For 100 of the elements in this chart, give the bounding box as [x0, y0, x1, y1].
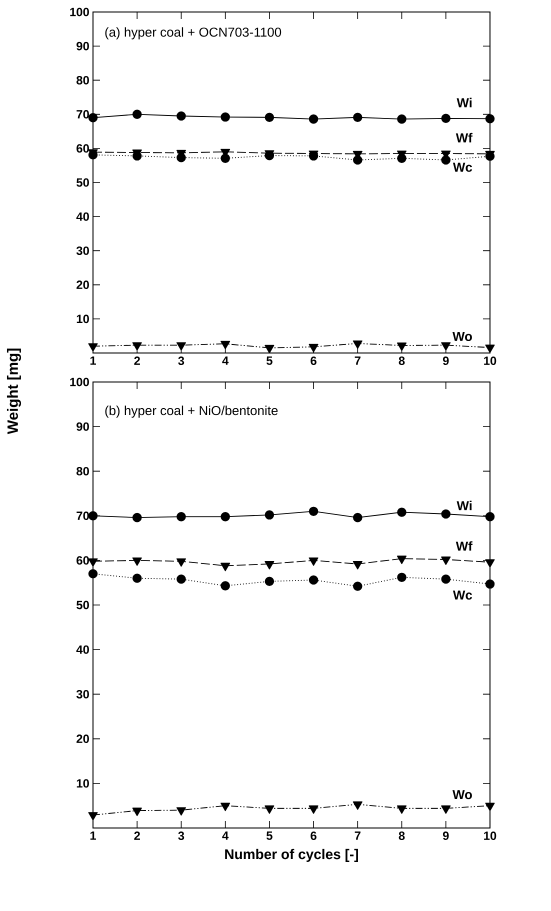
text: (a) hyper coal + OCN703-1100	[105, 27, 282, 40]
point	[220, 562, 230, 572]
y-tick-label: 80	[76, 466, 89, 476]
point	[264, 576, 274, 586]
point	[132, 574, 142, 583]
point	[176, 558, 186, 567]
x-tick-label: 1	[90, 356, 96, 365]
x-tick-label: 4	[222, 832, 229, 840]
point	[176, 512, 186, 522]
point	[308, 575, 318, 585]
point	[220, 112, 230, 122]
y-tick-label: 40	[76, 212, 89, 221]
x-tick-label: 10	[484, 832, 496, 840]
x-tick-label: 10	[484, 356, 496, 366]
y-tick-label: 20	[76, 734, 89, 744]
point	[264, 805, 274, 814]
point	[176, 152, 186, 162]
y-tick-label: 70	[76, 512, 89, 520]
x-axis-title: Number of cycles [-]	[225, 848, 358, 862]
point	[176, 574, 186, 584]
point	[485, 512, 495, 522]
point	[397, 154, 406, 163]
point	[441, 155, 451, 165]
x-tick-label: 5	[266, 356, 272, 365]
y-tick-label: 100	[70, 378, 89, 386]
y-tick-label: 20	[76, 280, 89, 290]
point	[352, 340, 362, 349]
point	[353, 155, 362, 165]
point	[353, 582, 362, 591]
series-label: Wf	[456, 541, 472, 551]
point	[396, 556, 407, 564]
point	[264, 112, 274, 122]
series-label: Wc	[452, 590, 472, 600]
point	[220, 512, 230, 522]
y-tick-label: 100	[70, 8, 89, 16]
y-axis-title: Weight [mg]	[6, 348, 22, 434]
point	[308, 114, 318, 124]
y-tick-label: 90	[76, 42, 89, 50]
point	[176, 111, 186, 121]
y-tick-label: 40	[76, 645, 89, 654]
point	[220, 802, 230, 812]
point	[264, 344, 274, 354]
y-tick-label: 90	[76, 422, 89, 431]
point	[353, 512, 362, 522]
point	[88, 511, 98, 520]
point	[485, 559, 495, 568]
point	[176, 342, 186, 351]
point	[220, 340, 230, 350]
point	[397, 572, 406, 582]
x-tick-label: 6	[310, 832, 316, 840]
series-label: Wo	[452, 790, 472, 800]
x-tick-label: 8	[398, 356, 405, 366]
y-tick-label: 50	[76, 600, 89, 610]
y-tick-label: 30	[76, 246, 89, 255]
y-tick-label: 10	[76, 779, 89, 788]
point	[485, 802, 495, 812]
point	[485, 579, 495, 589]
point	[176, 807, 186, 816]
y-tick-label: 10	[76, 314, 89, 324]
point	[220, 581, 230, 590]
point	[88, 812, 98, 821]
point	[441, 805, 451, 814]
x-tick-label: 9	[442, 832, 449, 840]
series-label: Wf	[456, 132, 472, 142]
point	[485, 114, 495, 124]
point	[132, 557, 142, 566]
y-tick-label: 50	[76, 178, 89, 187]
x-tick-label: 2	[134, 356, 140, 365]
point	[441, 342, 451, 351]
point	[308, 344, 318, 352]
point	[352, 561, 362, 570]
x-tick-label: 2	[134, 832, 140, 840]
x-tick-label: 3	[178, 356, 184, 366]
point	[88, 569, 98, 578]
point	[88, 558, 98, 567]
point	[485, 344, 495, 353]
point	[352, 801, 362, 810]
x-tick-label: 7	[354, 356, 360, 365]
series-label: Wi	[456, 500, 472, 510]
point	[132, 342, 142, 351]
x-tick-label: 7	[354, 832, 360, 840]
y-tick-label: 80	[76, 76, 89, 84]
point	[441, 509, 451, 519]
point	[396, 342, 407, 351]
x-tick-label: 1	[90, 832, 96, 840]
point	[441, 574, 451, 584]
point	[264, 510, 274, 520]
y-tick-label: 60	[76, 556, 89, 565]
y-tick-label: 70	[76, 110, 89, 119]
x-tick-label: 8	[398, 832, 405, 840]
series-label: Wc	[452, 162, 472, 172]
point	[308, 557, 318, 566]
series-label: Wo	[452, 332, 472, 342]
point	[132, 808, 142, 816]
point	[397, 114, 406, 124]
x-tick-label: 5	[266, 832, 272, 840]
point	[353, 112, 362, 122]
point	[397, 508, 406, 517]
y-tick-label: 30	[76, 690, 89, 698]
x-tick-label: 3	[178, 832, 184, 840]
